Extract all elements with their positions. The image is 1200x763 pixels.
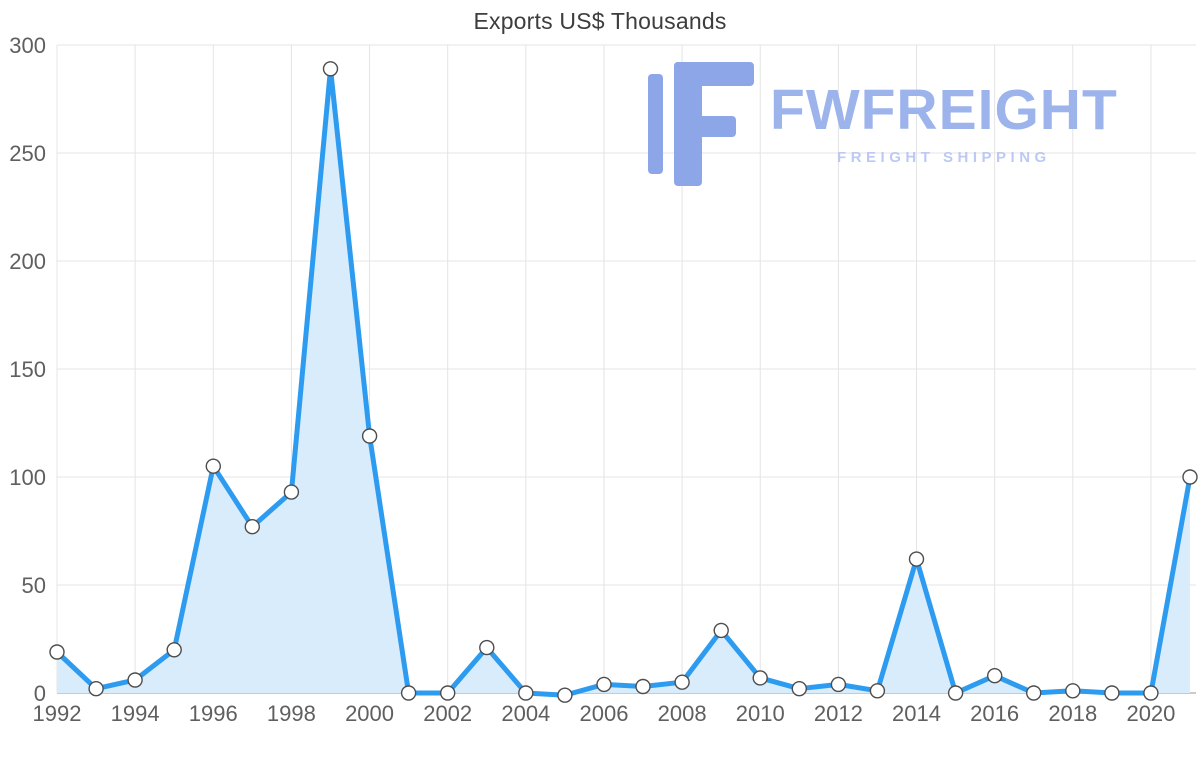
y-axis-tick-label: 100 [9, 465, 46, 490]
data-point-marker[interactable] [205, 458, 222, 474]
data-point-marker[interactable] [752, 670, 768, 686]
data-point-marker[interactable] [1182, 469, 1198, 485]
x-axis-tick-label: 2008 [658, 701, 707, 726]
x-axis-tick-label: 2020 [1126, 701, 1175, 726]
data-point-marker[interactable] [791, 681, 807, 697]
y-axis-tick-label: 150 [9, 357, 46, 382]
y-axis-tick-label: 300 [9, 33, 46, 58]
y-axis-tick-label: 0 [34, 681, 46, 706]
data-point-marker[interactable] [322, 61, 339, 77]
y-axis-tick-label: 50 [22, 573, 46, 598]
data-point-marker[interactable] [1025, 685, 1042, 701]
data-point-marker[interactable] [283, 484, 300, 500]
x-axis-tick-label: 2006 [579, 701, 628, 726]
data-point-marker[interactable] [674, 674, 690, 690]
series-area-fill [57, 68, 1190, 696]
data-point-marker[interactable] [635, 678, 651, 695]
x-axis-tick-label: 1994 [111, 701, 160, 726]
x-axis-tick-label: 2002 [423, 701, 472, 726]
data-point-marker[interactable] [127, 672, 143, 688]
data-point-marker[interactable] [166, 642, 182, 658]
data-point-marker[interactable] [987, 668, 1003, 684]
x-axis-tick-label: 1996 [189, 701, 238, 726]
x-axis-tick-label: 2018 [1048, 701, 1097, 726]
data-point-marker[interactable] [713, 622, 729, 639]
y-axis-tick-label: 200 [9, 249, 46, 274]
data-point-marker[interactable] [830, 676, 847, 693]
x-axis-tick-label: 1992 [33, 701, 82, 726]
x-axis-tick-label: 2012 [814, 701, 863, 726]
data-point-marker[interactable] [361, 428, 378, 444]
data-point-marker[interactable] [244, 519, 261, 535]
data-point-marker[interactable] [1104, 685, 1120, 701]
data-point-marker[interactable] [596, 676, 612, 693]
x-axis-tick-label: 1998 [267, 701, 316, 726]
data-point-marker[interactable] [1143, 685, 1159, 701]
x-axis-tick-label: 2016 [970, 701, 1019, 726]
chart-title: Exports US$ Thousands [473, 8, 727, 34]
x-axis-tick-label: 2014 [892, 701, 941, 726]
data-point-marker[interactable] [908, 551, 925, 567]
data-point-marker[interactable] [49, 644, 65, 660]
data-point-marker[interactable] [557, 687, 573, 703]
data-point-marker[interactable] [88, 681, 104, 697]
data-point-marker[interactable] [947, 685, 964, 701]
data-point-marker[interactable] [440, 685, 456, 701]
x-axis-tick-label: 2000 [345, 701, 394, 726]
x-axis-tick-label: 2004 [501, 701, 550, 726]
x-axis-tick-label: 2010 [736, 701, 785, 726]
data-point-marker[interactable] [518, 685, 534, 701]
data-point-marker[interactable] [400, 685, 417, 701]
data-point-marker[interactable] [869, 683, 886, 699]
y-axis-tick-label: 250 [9, 141, 46, 166]
data-point-marker[interactable] [1065, 683, 1081, 699]
data-point-marker[interactable] [479, 639, 495, 656]
